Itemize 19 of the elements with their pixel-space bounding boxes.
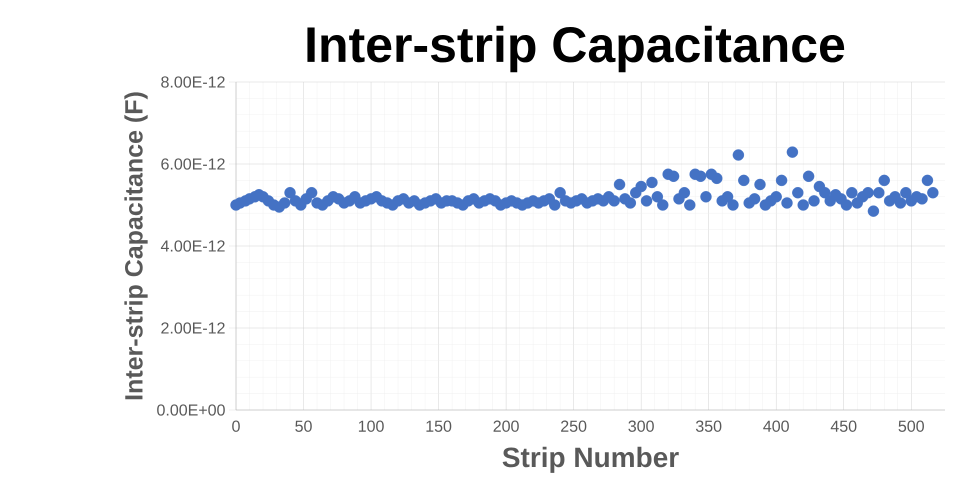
- x-tick-label: 100: [358, 420, 384, 432]
- x-tick-label: 300: [628, 420, 654, 432]
- x-tick-label: 400: [763, 420, 789, 432]
- x-tick-label: 50: [295, 420, 312, 432]
- y-tick-label: 0.00E+00: [157, 404, 225, 416]
- x-tick-label: 200: [494, 420, 519, 432]
- x-tick-label: 350: [696, 420, 722, 432]
- x-tick-label: 150: [426, 420, 452, 432]
- y-tick-label: 6.00E-12: [161, 158, 225, 170]
- x-axis-title: Strip Number: [502, 446, 679, 473]
- x-tick-label: 0: [232, 420, 240, 432]
- chart-title: Inter-strip Capacitance: [307, 26, 844, 72]
- y-tick-label: 8.00E-12: [161, 76, 225, 88]
- x-tick-label: 450: [830, 420, 856, 432]
- y-tick-label: 4.00E-12: [160, 240, 225, 252]
- x-tick-label: 500: [898, 420, 924, 432]
- y-tick-label: 2.00E-12: [161, 322, 225, 334]
- y-axis-title: Inter-strip Capacitance (F): [124, 92, 148, 400]
- x-tick-label: 250: [561, 420, 586, 432]
